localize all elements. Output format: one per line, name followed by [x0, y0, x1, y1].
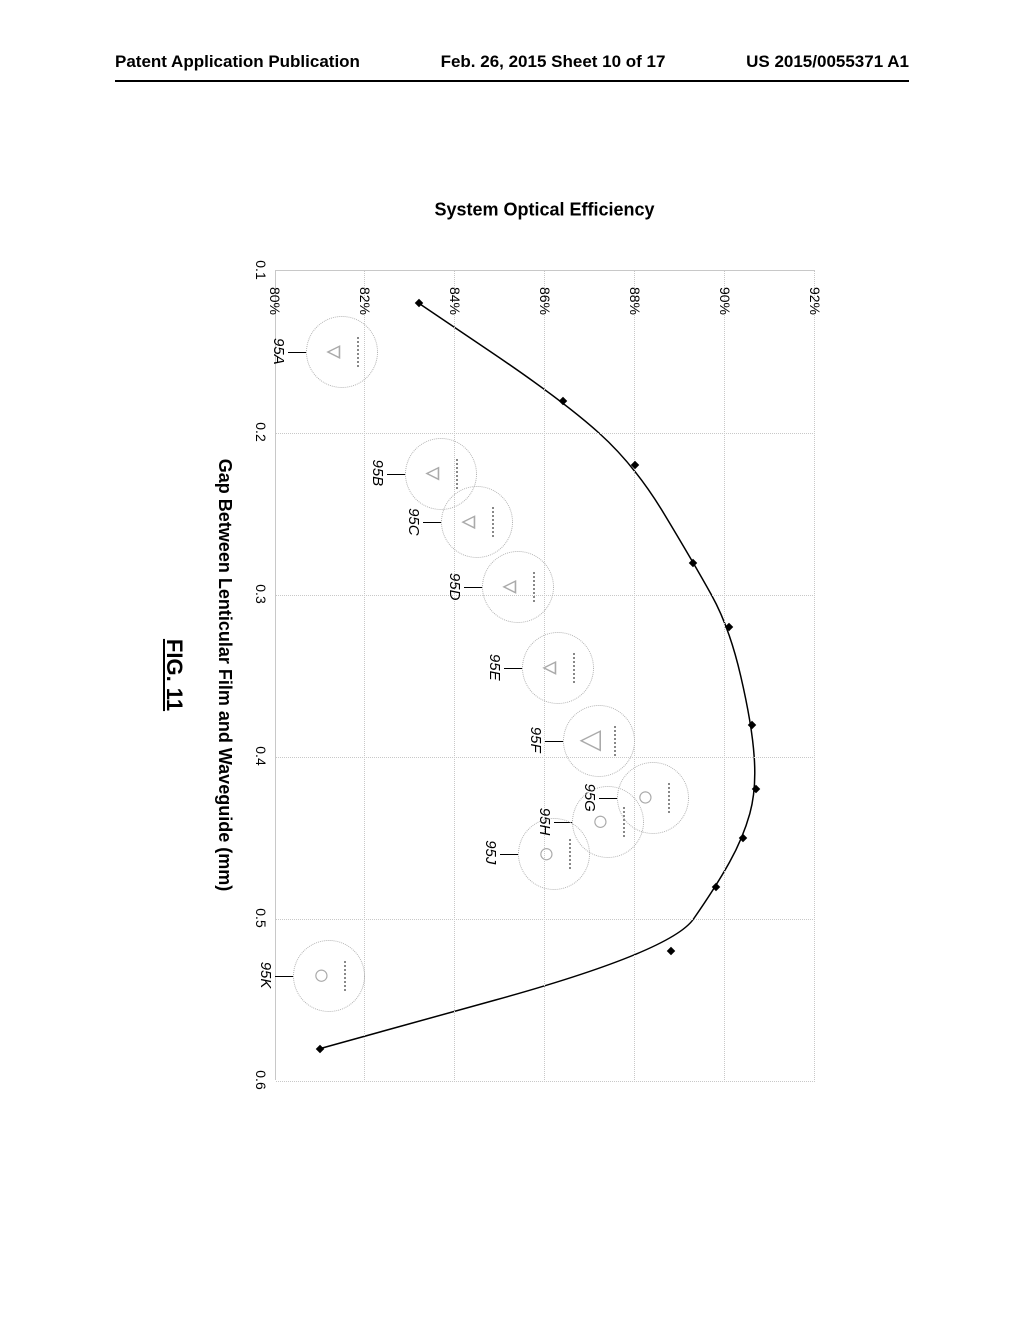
- inset-label-95E: 95E: [487, 654, 504, 681]
- inset-pattern: [617, 807, 625, 837]
- inset-pattern: [608, 726, 616, 756]
- x-axis-label: Gap Between Lenticular Film and Waveguid…: [214, 270, 235, 1080]
- inset-pattern: [527, 572, 535, 602]
- y-tick-label: 92%: [807, 265, 823, 315]
- conoscopic-inset-95E: ▿: [523, 632, 595, 704]
- inset-leader: [289, 352, 307, 353]
- gridline-h: [364, 271, 365, 1080]
- conoscopic-inset-95D: ▿: [482, 551, 554, 623]
- gridline-h: [454, 271, 455, 1080]
- x-tick-label: 0.2: [253, 422, 269, 441]
- conoscopic-inset-95J: ○: [518, 818, 590, 890]
- gridline-h: [814, 271, 815, 1080]
- inset-leader: [500, 854, 518, 855]
- conoscopic-inset-95F: ▽: [563, 705, 635, 777]
- inset-label-95K: 95K: [257, 962, 274, 989]
- gridline-h: [724, 271, 725, 1080]
- y-tick-label: 84%: [447, 265, 463, 315]
- header-rule: [115, 80, 909, 82]
- gridline-v: [276, 757, 815, 758]
- gridline-v: [276, 919, 815, 920]
- chart-rotated-wrapper: System Optical Efficiency ▿ 95A ▿ 95B ▿ 95C ▿ 9…: [145, 180, 835, 1140]
- inset-pattern: [662, 783, 670, 813]
- inset-label-95B: 95B: [370, 460, 387, 487]
- inset-pattern: [568, 653, 576, 683]
- gridline-v: [276, 433, 815, 434]
- y-tick-label: 86%: [537, 265, 553, 315]
- inset-leader: [424, 522, 442, 523]
- x-tick-label: 0.4: [253, 746, 269, 765]
- inset-leader: [275, 976, 293, 977]
- y-tick-label: 82%: [357, 265, 373, 315]
- header-right: US 2015/0055371 A1: [746, 52, 909, 72]
- y-tick-label: 90%: [717, 265, 733, 315]
- inset-pattern: [451, 459, 459, 489]
- header-left: Patent Application Publication: [115, 52, 360, 72]
- inset-leader: [545, 741, 563, 742]
- y-tick-label: 80%: [267, 265, 283, 315]
- y-tick-label: 88%: [627, 265, 643, 315]
- figure-caption: FIG. 11: [161, 270, 187, 1080]
- figure-11: System Optical Efficiency ▿ 95A ▿ 95B ▿ 95C ▿ 9…: [145, 180, 835, 1140]
- inset-label-95D: 95D: [446, 573, 463, 601]
- inset-pattern: [563, 839, 571, 869]
- inset-leader: [464, 587, 482, 588]
- x-tick-label: 0.6: [253, 1070, 269, 1089]
- inset-leader: [505, 668, 523, 669]
- page-header: Patent Application Publication Feb. 26, …: [0, 52, 1024, 72]
- inset-label-95F: 95F: [527, 727, 544, 753]
- inset-lobe-icon: ○: [533, 846, 561, 863]
- plot-area: ▿95A▿95B▿95C▿95D▿95E▽95F○95G○95H○95J○95K: [275, 270, 815, 1080]
- x-tick-label: 0.1: [253, 260, 269, 279]
- conoscopic-inset-95A: ▿: [307, 316, 379, 388]
- inset-pattern: [352, 337, 360, 367]
- inset-label-95A: 95A: [271, 338, 288, 365]
- inset-pattern: [487, 507, 495, 537]
- inset-lobe-icon: ▽: [578, 730, 606, 752]
- inset-lobe-icon: ▿: [421, 466, 449, 480]
- conoscopic-inset-95K: ○: [293, 940, 365, 1012]
- header-center: Feb. 26, 2015 Sheet 10 of 17: [441, 52, 666, 72]
- gridline-v: [276, 1081, 815, 1082]
- inset-lobe-icon: ▿: [322, 345, 350, 359]
- gridline-h: [634, 271, 635, 1080]
- y-axis-label: System Optical Efficiency: [275, 200, 815, 220]
- inset-leader: [388, 474, 406, 475]
- inset-pattern: [338, 961, 346, 991]
- inset-lobe-icon: ▿: [497, 580, 525, 594]
- inset-lobe-icon: ○: [308, 967, 336, 984]
- inset-label-95C: 95C: [406, 508, 423, 536]
- inset-lobe-icon: ○: [587, 813, 615, 830]
- inset-lobe-icon: ▿: [538, 661, 566, 675]
- x-tick-label: 0.3: [253, 584, 269, 603]
- inset-lobe-icon: ▿: [457, 515, 485, 529]
- inset-label-95J: 95J: [482, 840, 499, 864]
- x-tick-label: 0.5: [253, 908, 269, 927]
